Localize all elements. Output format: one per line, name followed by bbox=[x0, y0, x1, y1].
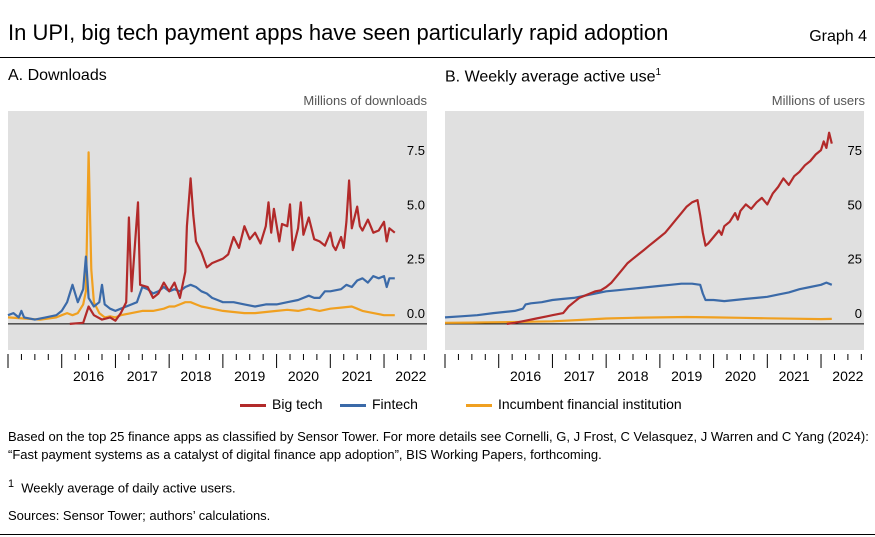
x-tick-label-a-3: 2019 bbox=[234, 368, 265, 384]
panel-b-unit: Millions of users bbox=[771, 93, 865, 108]
footnote-number: 1 bbox=[8, 478, 15, 490]
panel-b-chart: 0 25 50 75 2016 2017 2018 2019 2020 2021 2022 bbox=[444, 111, 864, 384]
source-note: Based on the top 25 finance apps as clas… bbox=[8, 429, 869, 462]
legend-item-incumbent: Incumbent financial institution bbox=[466, 396, 682, 412]
y-tick-label-a-3: 7.5 bbox=[407, 143, 425, 158]
y-tick-label-a-2: 5.0 bbox=[407, 197, 425, 212]
legend-swatch-fintech bbox=[340, 403, 366, 407]
x-tick-label-a-5: 2021 bbox=[342, 368, 373, 384]
x-tick-label-b-2: 2018 bbox=[617, 368, 648, 384]
graph-number: Graph 4 bbox=[809, 28, 867, 45]
charts-svg: 0.0 2.5 5.0 7.5 2016 2017 2018 2019 2020 2021 2022… bbox=[7, 111, 864, 384]
graph-title: In UPI, big tech payment apps have seen … bbox=[8, 20, 669, 45]
legend: Big tech Fintech Incumbent financial ins… bbox=[0, 396, 875, 416]
panel-a-title-text: A. Downloads bbox=[8, 67, 107, 84]
x-tick-label-a-4: 2020 bbox=[288, 368, 319, 384]
x-tick-label-b-5: 2021 bbox=[779, 368, 810, 384]
series-line-a-big-tech bbox=[69, 177, 396, 325]
panel-a-unit: Millions of downloads bbox=[303, 93, 427, 108]
legend-label-incumbent: Incumbent financial institution bbox=[498, 396, 682, 412]
series-line-b-big-tech bbox=[506, 131, 833, 325]
footnote: 1 Weekly average of daily active users. bbox=[8, 475, 870, 497]
x-tick-label-a-1: 2017 bbox=[127, 368, 158, 384]
x-tick-label-b-1: 2017 bbox=[564, 368, 595, 384]
y-tick-label-b-1: 25 bbox=[848, 252, 862, 267]
y-tick-label-a-1: 2.5 bbox=[407, 252, 425, 267]
panel-a-chart: 0.0 2.5 5.0 7.5 2016 2017 2018 2019 2020 2021 2022 bbox=[7, 111, 427, 384]
y-tick-label-b-2: 50 bbox=[848, 197, 862, 212]
legend-swatch-incumbent bbox=[466, 403, 492, 407]
legend-item-fintech: Fintech bbox=[340, 396, 418, 412]
y-tick-label-b-3: 75 bbox=[848, 143, 862, 158]
panel-b-footnote-mark: 1 bbox=[655, 67, 662, 78]
y-tick-label-a-0: 0.0 bbox=[407, 306, 425, 321]
panel-a-title: A. Downloads bbox=[8, 67, 107, 85]
x-tick-label-a-2: 2018 bbox=[180, 368, 211, 384]
x-tick-label-b-4: 2020 bbox=[725, 368, 756, 384]
series-line-b-incumbent-financial-institution bbox=[444, 315, 832, 324]
panel-b-title-text: B. Weekly average active use bbox=[445, 68, 656, 86]
bottom-rule bbox=[0, 534, 875, 535]
panel-b-title: B. Weekly average active use1 bbox=[445, 67, 661, 86]
footnote-text: Weekly average of daily active users. bbox=[21, 480, 236, 496]
x-tick-label-b-6: 2022 bbox=[832, 368, 863, 384]
series-line-a-incumbent-financial-institution bbox=[7, 151, 395, 321]
x-tick-label-b-3: 2019 bbox=[671, 368, 702, 384]
y-tick-label-b-0: 0 bbox=[855, 306, 862, 321]
x-tick-label-b-0: 2016 bbox=[510, 368, 541, 384]
legend-label-big-tech: Big tech bbox=[272, 396, 323, 412]
plot-area-b bbox=[445, 111, 864, 350]
top-rule bbox=[0, 57, 875, 58]
x-tick-label-a-6: 2022 bbox=[395, 368, 426, 384]
series-line-b-fintech bbox=[444, 281, 833, 319]
x-tick-label-a-0: 2016 bbox=[73, 368, 104, 384]
sources-line: Sources: Sensor Tower; authors’ calculat… bbox=[8, 508, 271, 523]
legend-item-big-tech: Big tech bbox=[240, 396, 323, 412]
legend-label-fintech: Fintech bbox=[372, 396, 418, 412]
legend-swatch-big-tech bbox=[240, 403, 266, 407]
